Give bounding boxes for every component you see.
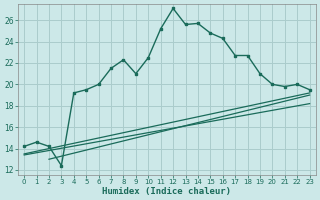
X-axis label: Humidex (Indice chaleur): Humidex (Indice chaleur) (102, 187, 231, 196)
